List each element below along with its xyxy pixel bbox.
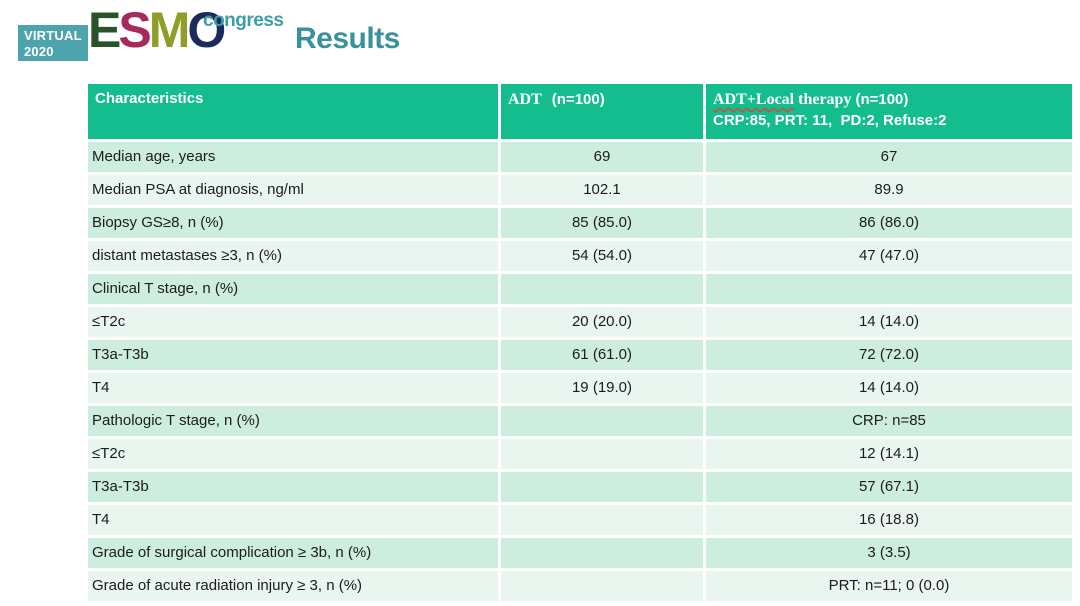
row-label-cell: Biopsy GS≥8, n (%): [88, 208, 498, 238]
header-adt-local-serif: therapy: [794, 91, 856, 108]
row-label-cell: Median age, years: [88, 142, 498, 172]
esmo-wordmark: ESMO: [88, 2, 226, 58]
adt-local-value-cell: 16 (18.8): [706, 505, 1072, 535]
row-label-cell: Median PSA at diagnosis, ng/ml: [88, 175, 498, 205]
header-adt-local-therapy: ADT+Local therapy (n=100) CRP:85, PRT: 1…: [706, 84, 1072, 139]
adt-local-value-cell: 14 (14.0): [706, 373, 1072, 403]
table-row: ≤T2c 20 (20.0) 14 (14.0): [88, 307, 1072, 337]
table-row: Median PSA at diagnosis, ng/ml 102.1 89.9: [88, 175, 1072, 205]
table-row: Biopsy GS≥8, n (%) 85 (85.0) 86 (86.0): [88, 208, 1072, 238]
row-label-cell: T4: [88, 505, 498, 535]
header-subgroup-counts: CRP:85, PRT: 11, PD:2, Refuse:2: [713, 111, 947, 129]
adt-value-cell: 102.1: [501, 175, 703, 205]
table-row: ≤T2c 12 (14.1): [88, 439, 1072, 469]
virtual-badge-line2: 2020: [24, 43, 54, 59]
table-row: Clinical T stage, n (%): [88, 274, 1072, 304]
congress-label: congress: [203, 10, 284, 31]
esmo-congress-logo: VIRTUAL 2020 ESMO congress: [18, 3, 288, 70]
adt-value-cell: 54 (54.0): [501, 241, 703, 271]
header-characteristics: Characteristics: [88, 84, 498, 139]
adt-local-value-cell: [706, 274, 1072, 304]
header-adt: ADT (n=100): [501, 84, 703, 139]
row-label-cell: T3a-T3b: [88, 472, 498, 502]
table-row: Grade of acute radiation injury ≥ 3, n (…: [88, 571, 1072, 601]
adt-value-cell: [501, 505, 703, 535]
adt-value-cell: 19 (19.0): [501, 373, 703, 403]
esmo-letter: E: [88, 2, 121, 58]
table-row: T4 16 (18.8): [88, 505, 1072, 535]
row-label-cell: Clinical T stage, n (%): [88, 274, 498, 304]
adt-value-cell: [501, 538, 703, 568]
table-row: T4 19 (19.0) 14 (14.0): [88, 373, 1072, 403]
row-label-cell: Grade of surgical complication ≥ 3b, n (…: [88, 538, 498, 568]
results-table: Characteristics ADT (n=100) ADT+Local the…: [85, 81, 1075, 604]
row-label-cell: ≤T2c: [88, 439, 498, 469]
table-row: Median age, years 69 67: [88, 142, 1072, 172]
adt-value-cell: 61 (61.0): [501, 340, 703, 370]
header-adt-n: (n=100): [551, 91, 605, 108]
adt-value-cell: 85 (85.0): [501, 208, 703, 238]
adt-value-cell: [501, 274, 703, 304]
row-label-cell: T3a-T3b: [88, 340, 498, 370]
adt-local-value-cell: 3 (3.5): [706, 538, 1072, 568]
adt-local-value-cell: 47 (47.0): [706, 241, 1072, 271]
adt-local-value-cell: 57 (67.1): [706, 472, 1072, 502]
table-row: distant metastases ≥3, n (%) 54 (54.0) 47 …: [88, 241, 1072, 271]
table-body: Median age, years 69 67 Median PSA at diagn…: [88, 142, 1072, 601]
adt-local-value-cell: 89.9: [706, 175, 1072, 205]
table-header-row: Characteristics ADT (n=100) ADT+Local the…: [88, 84, 1072, 139]
table-row: T3a-T3b 57 (67.1): [88, 472, 1072, 502]
adt-local-value-cell: CRP: n=85: [706, 406, 1072, 436]
header-adt-local-underlined: ADT+Local: [713, 91, 795, 108]
esmo-letter: M: [148, 2, 191, 58]
adt-local-value-cell: 14 (14.0): [706, 307, 1072, 337]
virtual-2020-badge: VIRTUAL 2020: [18, 25, 88, 61]
adt-value-cell: [501, 472, 703, 502]
table-row: Pathologic T stage, n (%) CRP: n=85: [88, 406, 1072, 436]
adt-value-cell: 69: [501, 142, 703, 172]
row-label-cell: ≤T2c: [88, 307, 498, 337]
header-adt-serif: ADT: [508, 91, 542, 108]
virtual-badge-line1: VIRTUAL: [24, 28, 82, 43]
adt-value-cell: [501, 406, 703, 436]
adt-local-value-cell: 12 (14.1): [706, 439, 1072, 469]
adt-local-value-cell: PRT: n=11; 0 (0.0): [706, 571, 1072, 601]
adt-value-cell: 20 (20.0): [501, 307, 703, 337]
table-row: T3a-T3b 61 (61.0) 72 (72.0): [88, 340, 1072, 370]
header-adt-local-line1: ADT+Local therapy (n=100): [713, 89, 1066, 111]
row-label-cell: Pathologic T stage, n (%): [88, 406, 498, 436]
adt-value-cell: [501, 571, 703, 601]
adt-local-value-cell: 86 (86.0): [706, 208, 1072, 238]
adt-value-cell: [501, 439, 703, 469]
header-adt-local-n: (n=100): [855, 91, 909, 108]
page-title: Results: [295, 22, 400, 55]
esmo-letter: S: [118, 2, 151, 58]
adt-local-value-cell: 67: [706, 142, 1072, 172]
row-label-cell: Grade of acute radiation injury ≥ 3, n (…: [88, 571, 498, 601]
row-label-cell: distant metastases ≥3, n (%): [88, 241, 498, 271]
table-row: Grade of surgical complication ≥ 3b, n (…: [88, 538, 1072, 568]
esmo-letter: O: [187, 2, 226, 58]
adt-local-value-cell: 72 (72.0): [706, 340, 1072, 370]
row-label-cell: T4: [88, 373, 498, 403]
header-characteristics-label: Characteristics: [95, 90, 204, 107]
